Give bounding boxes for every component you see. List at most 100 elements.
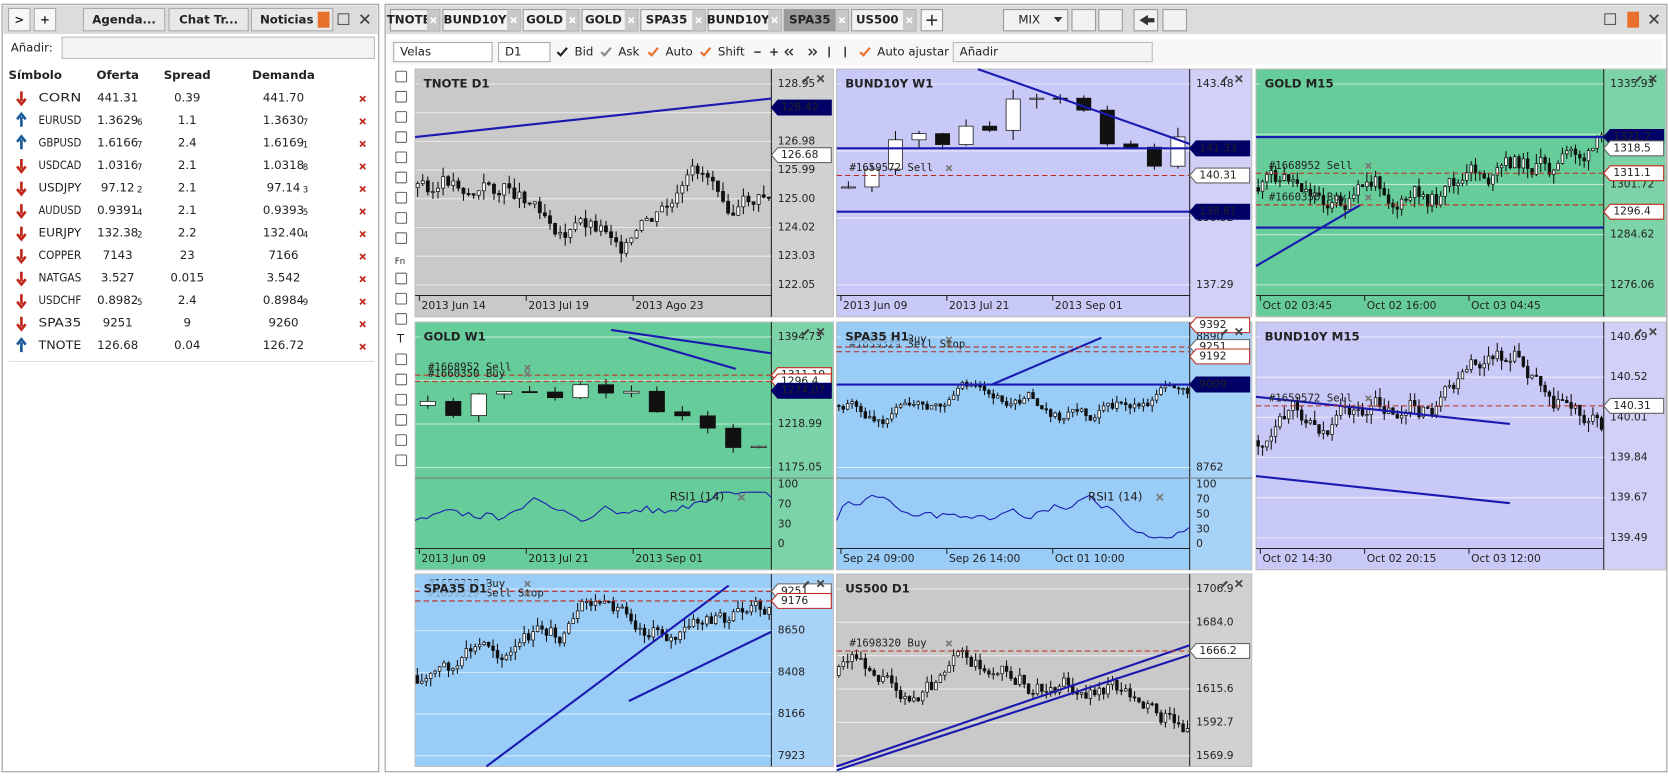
tool-icon[interactable] xyxy=(395,70,408,83)
close-icon[interactable] xyxy=(945,640,953,647)
trend-line[interactable] xyxy=(991,336,1102,386)
tool-icon[interactable] xyxy=(395,90,408,103)
edit-icon[interactable] xyxy=(1635,75,1642,83)
close-icon[interactable] xyxy=(906,16,913,24)
close-icon[interactable] xyxy=(359,185,366,193)
trend-line[interactable] xyxy=(977,68,1191,145)
close-icon[interactable] xyxy=(771,16,778,24)
tool-icon[interactable] xyxy=(395,353,408,366)
symbol-input[interactable] xyxy=(952,41,1153,63)
trend-line[interactable] xyxy=(1255,204,1361,267)
edit-icon[interactable] xyxy=(1221,580,1228,588)
tool-icon[interactable] xyxy=(395,434,408,446)
close-icon[interactable] xyxy=(524,364,531,371)
period-select[interactable] xyxy=(498,41,551,63)
close-icon[interactable] xyxy=(359,118,366,125)
close-icon[interactable] xyxy=(816,579,825,588)
mode-select[interactable] xyxy=(1003,9,1069,32)
close-icon[interactable] xyxy=(359,14,370,24)
close-icon[interactable] xyxy=(430,16,437,24)
tool-icon[interactable] xyxy=(395,272,408,285)
close-icon[interactable] xyxy=(737,493,746,502)
close-icon[interactable] xyxy=(359,275,366,283)
tool-icon[interactable] xyxy=(395,111,408,123)
close-icon[interactable] xyxy=(945,341,953,348)
checkbox[interactable] xyxy=(859,47,871,57)
close-icon[interactable] xyxy=(627,16,635,24)
close-icon[interactable] xyxy=(816,74,825,83)
edit-icon[interactable] xyxy=(802,328,810,336)
tab[interactable] xyxy=(8,7,31,32)
trend-line[interactable] xyxy=(610,328,772,355)
close-icon[interactable] xyxy=(359,343,366,351)
trend-line[interactable] xyxy=(628,630,772,702)
close-icon[interactable] xyxy=(359,253,366,260)
toolbar-button[interactable] xyxy=(1098,9,1123,32)
trend-line[interactable] xyxy=(628,336,737,370)
close-icon[interactable] xyxy=(569,16,576,24)
close-icon[interactable] xyxy=(1649,74,1657,83)
tab[interactable] xyxy=(168,7,249,32)
edit-icon[interactable] xyxy=(802,580,810,588)
checkbox[interactable] xyxy=(600,47,612,57)
close-icon[interactable] xyxy=(1235,74,1243,83)
close-icon[interactable] xyxy=(1365,194,1372,201)
close-icon[interactable] xyxy=(359,95,366,103)
tool-icon[interactable] xyxy=(395,414,408,426)
checkbox[interactable] xyxy=(556,47,568,57)
tool-icon[interactable] xyxy=(395,292,408,305)
close-icon[interactable] xyxy=(524,580,531,588)
add-input[interactable] xyxy=(61,36,375,59)
edit-icon[interactable] xyxy=(1221,328,1228,336)
close-icon[interactable] xyxy=(1235,327,1243,336)
trend-line[interactable] xyxy=(1255,395,1510,426)
trend-line[interactable] xyxy=(1255,475,1510,505)
close-icon[interactable] xyxy=(1155,493,1164,502)
close-icon[interactable] xyxy=(1365,162,1372,170)
close-icon[interactable] xyxy=(1365,395,1372,402)
toolbar-button[interactable] xyxy=(1071,9,1097,32)
edit-icon[interactable] xyxy=(802,75,810,83)
close-icon[interactable] xyxy=(1649,14,1659,24)
close-icon[interactable] xyxy=(524,590,531,597)
tab[interactable] xyxy=(33,7,57,32)
maximize-icon[interactable] xyxy=(337,13,350,25)
tool-icon[interactable] xyxy=(395,151,408,164)
edit-icon[interactable] xyxy=(1221,75,1228,83)
trend-line[interactable] xyxy=(836,653,1191,772)
trend-line[interactable] xyxy=(836,644,1191,768)
close-icon[interactable] xyxy=(838,16,846,24)
tool-icon[interactable] xyxy=(395,212,408,224)
tool-icon[interactable] xyxy=(395,171,408,184)
close-icon[interactable] xyxy=(695,16,702,24)
close-icon[interactable] xyxy=(1649,327,1657,336)
tool-icon[interactable] xyxy=(395,373,408,386)
tool-icon[interactable] xyxy=(395,454,408,467)
close-icon[interactable] xyxy=(359,298,366,305)
close-icon[interactable] xyxy=(945,164,953,172)
tool-icon[interactable] xyxy=(395,191,408,204)
tool-icon[interactable] xyxy=(395,232,408,244)
toolbar-button[interactable] xyxy=(1162,9,1188,32)
close-icon[interactable] xyxy=(359,163,366,170)
tool-icon[interactable] xyxy=(395,393,408,406)
close-icon[interactable] xyxy=(359,320,366,328)
trend-line[interactable] xyxy=(485,584,730,768)
tool-icon[interactable] xyxy=(395,313,408,325)
tab[interactable] xyxy=(250,7,334,32)
trend-line[interactable] xyxy=(414,97,772,139)
close-icon[interactable] xyxy=(510,16,517,24)
maximize-icon[interactable] xyxy=(1604,13,1617,25)
close-icon[interactable] xyxy=(1235,579,1243,588)
checkbox[interactable] xyxy=(700,47,712,57)
close-icon[interactable] xyxy=(524,370,531,378)
tool-icon[interactable] xyxy=(395,131,408,143)
checkbox[interactable] xyxy=(647,47,659,57)
edit-icon[interactable] xyxy=(1635,328,1642,336)
close-icon[interactable] xyxy=(359,140,366,148)
close-icon[interactable] xyxy=(816,327,825,336)
close-icon[interactable] xyxy=(359,230,366,238)
zoom-icons[interactable] xyxy=(754,46,846,58)
chart-type-select[interactable] xyxy=(393,41,493,63)
close-icon[interactable] xyxy=(359,208,366,215)
